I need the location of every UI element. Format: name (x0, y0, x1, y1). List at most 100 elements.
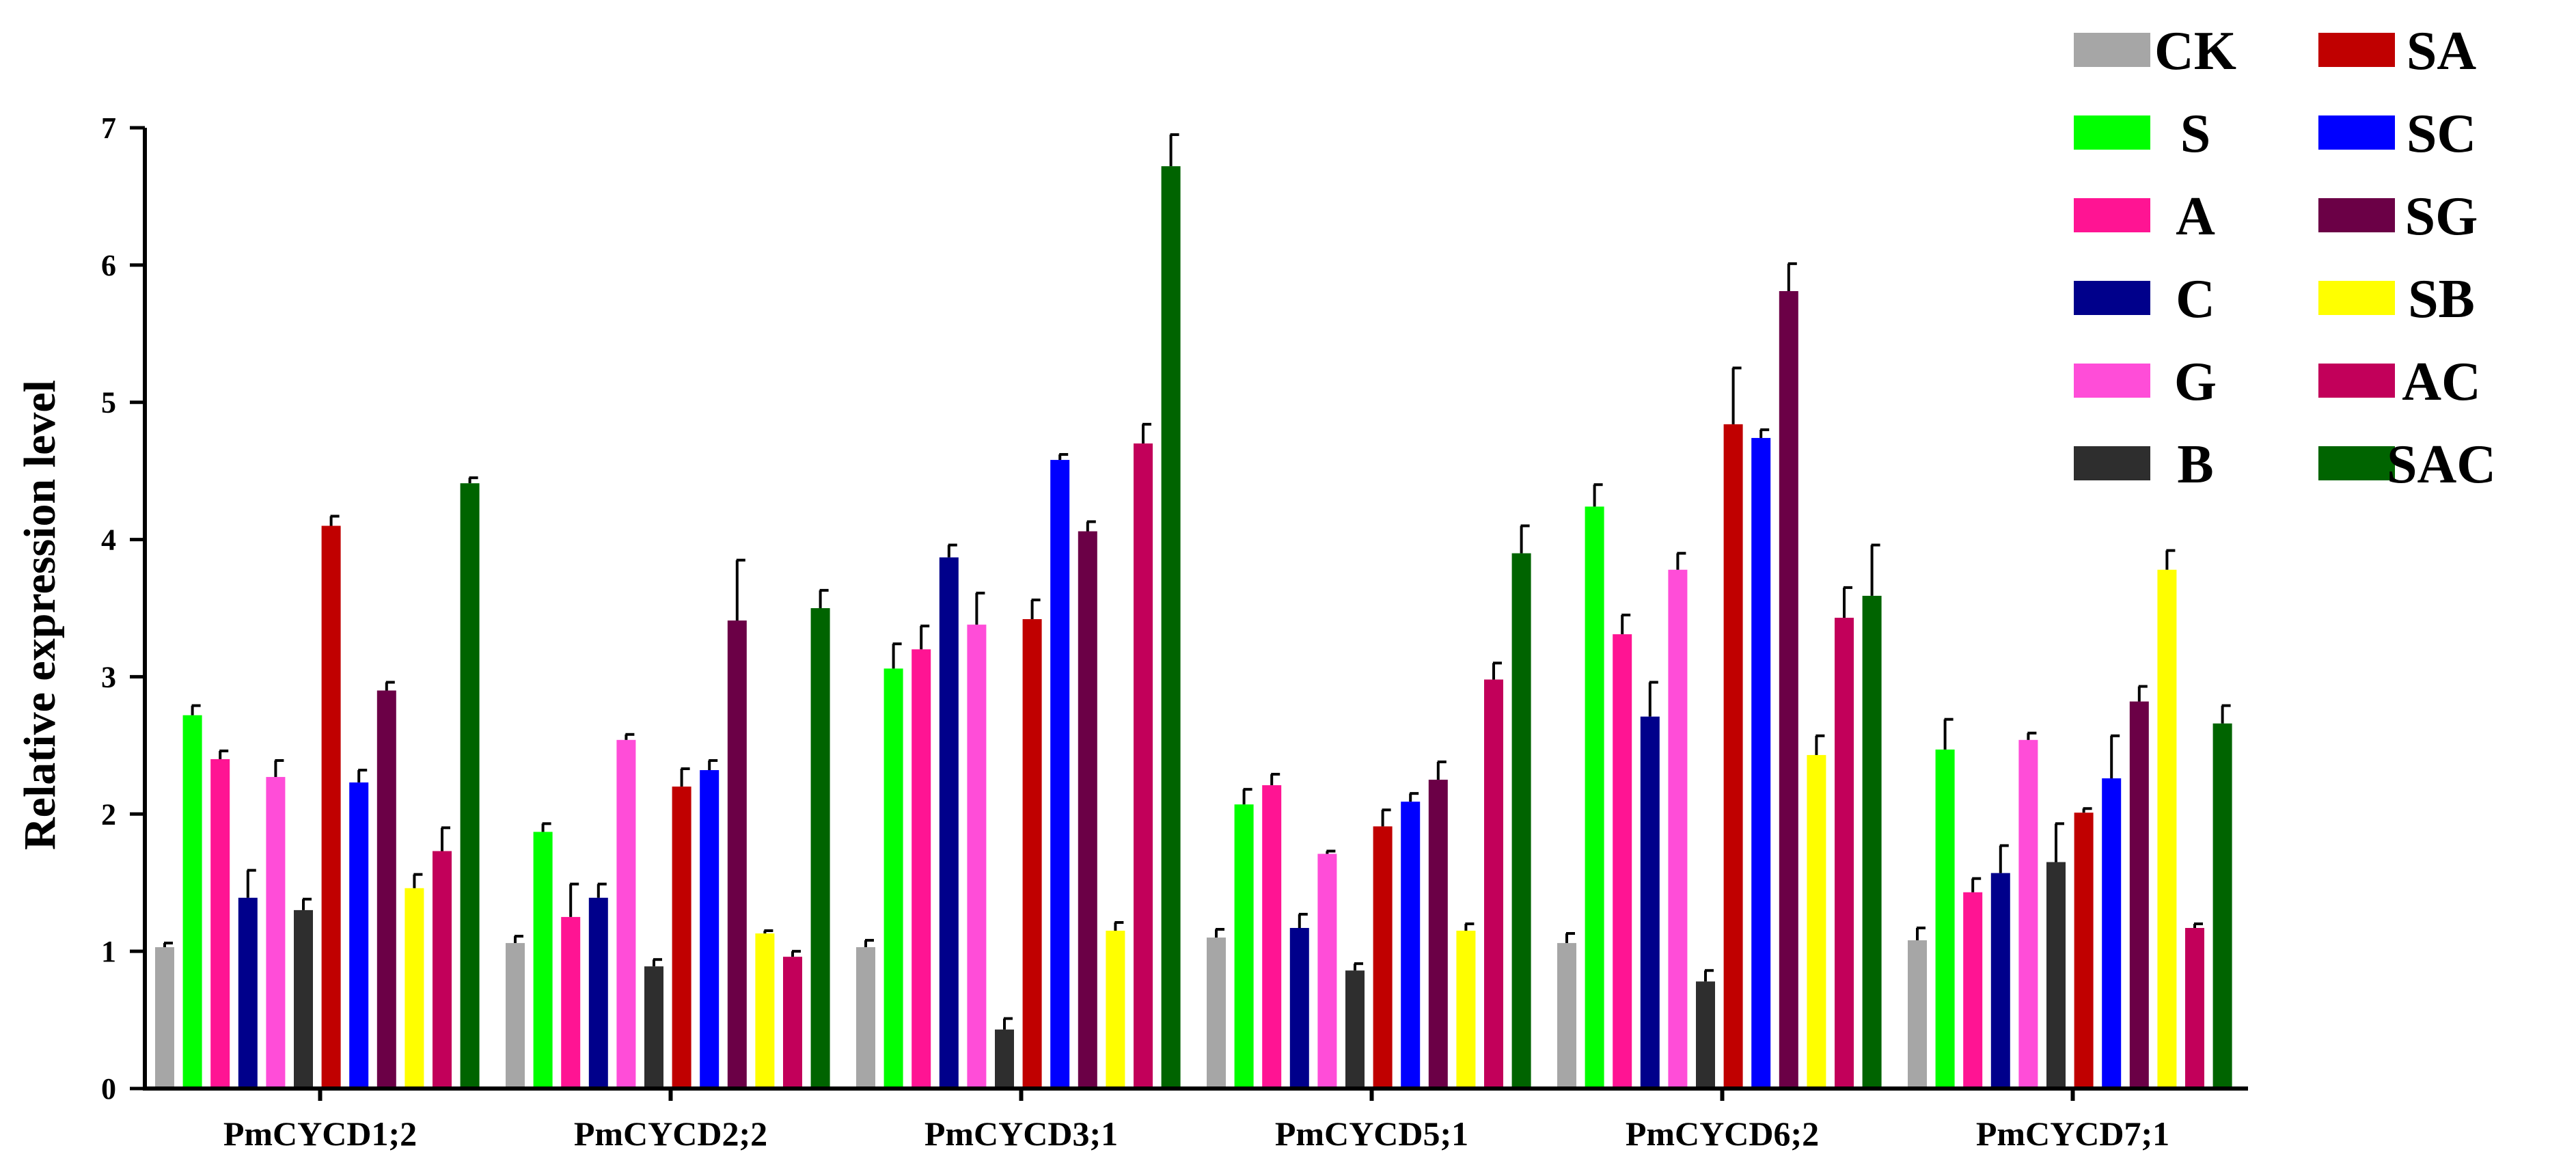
y-tick-label-7: 7 (101, 111, 116, 145)
bar-SAC-5 (2212, 723, 2232, 1089)
y-tick-label-4: 4 (101, 523, 116, 557)
bar-B-2 (995, 1029, 1014, 1089)
bar-B-4 (1696, 981, 1715, 1089)
bar-SB-5 (2157, 569, 2177, 1089)
bar-SG-4 (1779, 291, 1798, 1089)
legend-swatch-CK (2074, 33, 2150, 67)
y-tick-label-6: 6 (101, 249, 116, 282)
bar-AC-0 (433, 851, 452, 1089)
legend-swatch-SG (2318, 198, 2395, 232)
bar-SC-4 (1751, 437, 1771, 1089)
bar-SAC-3 (1511, 553, 1531, 1089)
bar-SA-4 (1723, 424, 1743, 1089)
bar-SG-0 (376, 690, 396, 1089)
bar-SA-0 (321, 525, 341, 1089)
legend-label-G: G (2174, 352, 2217, 412)
legend-label-A: A (2176, 187, 2215, 247)
legend-label-CK: CK (2154, 21, 2236, 81)
bar-CK-0 (155, 947, 174, 1089)
bar-G-3 (1317, 853, 1337, 1089)
bar-C-4 (1640, 716, 1660, 1089)
bar-A-1 (561, 916, 581, 1089)
bar-C-1 (588, 897, 608, 1089)
bars-layer (155, 133, 2232, 1089)
bar-B-1 (644, 966, 663, 1089)
bar-S-4 (1585, 506, 1604, 1089)
legend-label-C: C (2176, 269, 2215, 329)
bar-SB-4 (1807, 754, 1826, 1089)
bar-CK-4 (1557, 943, 1576, 1089)
bar-S-5 (1935, 749, 1955, 1089)
bar-SAC-2 (1161, 166, 1181, 1089)
bar-SC-5 (2102, 778, 2122, 1089)
bar-CK-1 (506, 943, 525, 1089)
bar-G-0 (266, 777, 286, 1089)
bar-A-4 (1613, 634, 1632, 1089)
bar-SC-3 (1401, 802, 1421, 1089)
bar-SB-1 (755, 933, 775, 1089)
legend-label-SC: SC (2407, 104, 2476, 164)
y-axis-title: Relative expression level (15, 380, 65, 850)
bar-SC-1 (700, 770, 720, 1089)
legend-label-S: S (2180, 104, 2211, 164)
legend-swatch-B (2074, 446, 2150, 480)
x-tick-label-1: PmCYCD2;2 (574, 1115, 767, 1153)
bar-SC-2 (1050, 460, 1070, 1089)
bar-A-2 (912, 649, 931, 1089)
bar-C-5 (1990, 873, 2010, 1089)
y-tick-label-3: 3 (101, 660, 116, 694)
bar-SAC-0 (460, 483, 480, 1089)
bar-SA-3 (1373, 826, 1393, 1089)
bar-AC-3 (1484, 679, 1503, 1089)
bar-C-3 (1289, 927, 1309, 1089)
x-tick-label-4: PmCYCD6;2 (1626, 1115, 1819, 1153)
x-tick-label-5: PmCYCD7;1 (1976, 1115, 2169, 1153)
bar-SAC-1 (810, 608, 830, 1089)
legend-swatch-SB (2318, 281, 2395, 315)
bar-G-2 (967, 625, 987, 1089)
legend-swatch-SC (2318, 115, 2395, 150)
bar-G-4 (1668, 569, 1688, 1089)
x-tick-label-0: PmCYCD1;2 (223, 1115, 417, 1153)
legend-swatch-AC (2318, 364, 2395, 398)
bar-C-0 (238, 897, 258, 1089)
bar-S-0 (182, 715, 202, 1089)
legend-label-AC: AC (2402, 352, 2481, 412)
legend-label-SAC: SAC (2387, 435, 2496, 495)
bar-AC-4 (1835, 618, 1854, 1089)
legend-swatch-C (2074, 281, 2150, 315)
bar-SB-2 (1106, 931, 1125, 1089)
x-tick-label-3: PmCYCD5;1 (1275, 1115, 1468, 1153)
bar-AC-1 (783, 957, 802, 1089)
y-tick-label-2: 2 (101, 797, 116, 831)
legend-swatch-G (2074, 364, 2150, 398)
bar-SB-0 (405, 888, 424, 1089)
bar-G-1 (616, 739, 636, 1089)
bar-AC-2 (1134, 443, 1153, 1089)
bar-G-5 (2018, 739, 2038, 1089)
bar-S-1 (533, 832, 553, 1089)
legend-swatch-S (2074, 115, 2150, 150)
y-tick-label-0: 0 (101, 1072, 116, 1106)
y-tick-label-1: 1 (101, 935, 116, 968)
bar-SG-5 (2129, 701, 2149, 1089)
bar-SA-1 (672, 787, 691, 1089)
legend-swatch-SA (2318, 33, 2395, 67)
legend-label-B: B (2177, 435, 2213, 495)
bar-SA-2 (1022, 619, 1042, 1089)
bar-A-0 (210, 758, 230, 1089)
bar-C-2 (939, 557, 959, 1089)
bar-SAC-4 (1862, 595, 1882, 1089)
bar-SG-1 (727, 620, 747, 1089)
axes-layer: PmCYCD1;2 PmCYCD2;2 PmCYCD3;1 PmCYCD5;1 PmCY… (101, 111, 2248, 1153)
bar-SA-5 (2074, 812, 2094, 1089)
legend-label-SG: SG (2405, 187, 2478, 247)
bar-SG-3 (1428, 780, 1448, 1089)
bar-CK-5 (1908, 940, 1927, 1089)
bar-CK-2 (856, 947, 875, 1089)
bar-A-5 (1963, 892, 1983, 1089)
legend-label-SA: SA (2407, 21, 2476, 81)
bar-CK-3 (1207, 938, 1226, 1089)
bar-SB-3 (1456, 931, 1476, 1089)
